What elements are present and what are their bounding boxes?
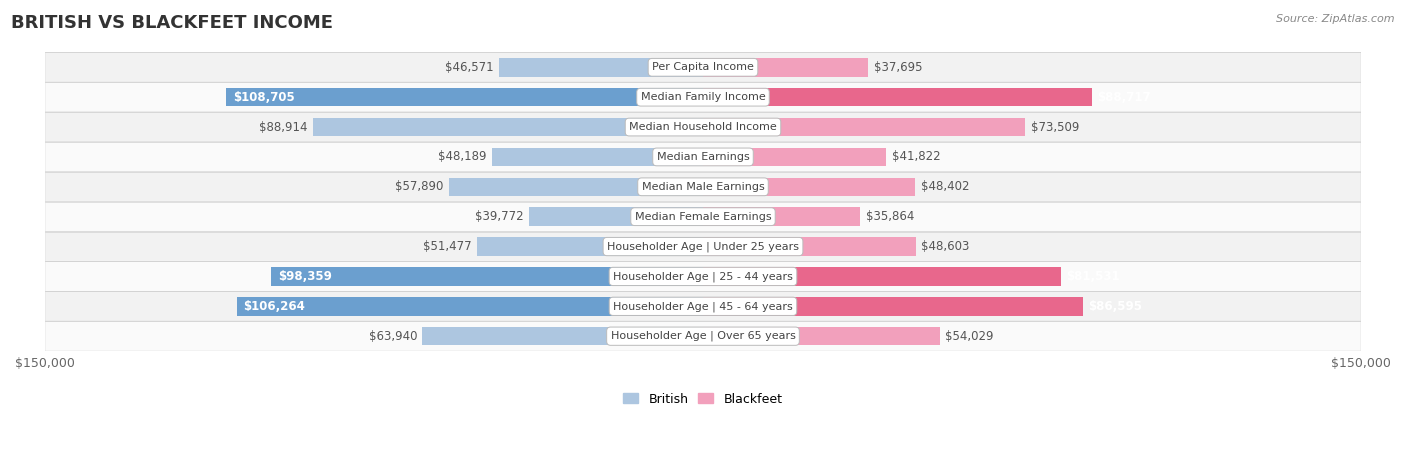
Text: $35,864: $35,864 — [866, 210, 914, 223]
Text: $57,890: $57,890 — [395, 180, 444, 193]
Text: $108,705: $108,705 — [232, 91, 294, 104]
Text: $51,477: $51,477 — [423, 240, 472, 253]
Bar — [226, 88, 703, 106]
Text: $48,603: $48,603 — [921, 240, 970, 253]
Text: $86,595: $86,595 — [1088, 300, 1142, 313]
Bar — [703, 207, 860, 226]
Bar — [703, 177, 915, 196]
Text: $98,359: $98,359 — [278, 270, 332, 283]
Text: $37,695: $37,695 — [873, 61, 922, 74]
Text: Householder Age | 25 - 44 years: Householder Age | 25 - 44 years — [613, 271, 793, 282]
Text: $41,822: $41,822 — [891, 150, 941, 163]
Text: $48,189: $48,189 — [437, 150, 486, 163]
Bar — [703, 237, 917, 256]
FancyBboxPatch shape — [45, 262, 1361, 291]
Text: Median Family Income: Median Family Income — [641, 92, 765, 102]
Bar — [236, 297, 703, 316]
Bar — [499, 58, 703, 77]
Text: Householder Age | 45 - 64 years: Householder Age | 45 - 64 years — [613, 301, 793, 311]
Bar — [703, 88, 1092, 106]
Text: BRITISH VS BLACKFEET INCOME: BRITISH VS BLACKFEET INCOME — [11, 14, 333, 32]
Bar — [703, 118, 1025, 136]
Text: $48,402: $48,402 — [921, 180, 969, 193]
Text: $73,509: $73,509 — [1031, 120, 1080, 134]
FancyBboxPatch shape — [45, 291, 1361, 321]
Text: $46,571: $46,571 — [444, 61, 494, 74]
Text: Per Capita Income: Per Capita Income — [652, 62, 754, 72]
Bar — [703, 148, 886, 166]
Bar — [422, 327, 703, 346]
Bar — [529, 207, 703, 226]
Bar — [492, 148, 703, 166]
Bar — [703, 297, 1083, 316]
Bar — [477, 237, 703, 256]
Text: $39,772: $39,772 — [475, 210, 523, 223]
Text: $106,264: $106,264 — [243, 300, 305, 313]
Text: Source: ZipAtlas.com: Source: ZipAtlas.com — [1277, 14, 1395, 24]
Text: Median Earnings: Median Earnings — [657, 152, 749, 162]
FancyBboxPatch shape — [45, 112, 1361, 142]
Text: $54,029: $54,029 — [945, 330, 994, 343]
FancyBboxPatch shape — [45, 142, 1361, 172]
Bar — [703, 58, 869, 77]
Text: $88,914: $88,914 — [259, 120, 308, 134]
FancyBboxPatch shape — [45, 232, 1361, 262]
Text: $88,717: $88,717 — [1098, 91, 1152, 104]
Text: $81,531: $81,531 — [1066, 270, 1119, 283]
Legend: British, Blackfeet: British, Blackfeet — [619, 388, 787, 410]
Bar — [703, 267, 1060, 286]
Text: Median Female Earnings: Median Female Earnings — [634, 212, 772, 222]
Text: Median Household Income: Median Household Income — [628, 122, 778, 132]
Bar — [449, 177, 703, 196]
Text: Householder Age | Over 65 years: Householder Age | Over 65 years — [610, 331, 796, 341]
FancyBboxPatch shape — [45, 52, 1361, 82]
FancyBboxPatch shape — [45, 321, 1361, 351]
Bar — [703, 327, 941, 346]
FancyBboxPatch shape — [45, 202, 1361, 232]
Text: $63,940: $63,940 — [368, 330, 418, 343]
Text: Median Male Earnings: Median Male Earnings — [641, 182, 765, 192]
Bar — [271, 267, 703, 286]
Bar — [314, 118, 703, 136]
FancyBboxPatch shape — [45, 82, 1361, 112]
Text: Householder Age | Under 25 years: Householder Age | Under 25 years — [607, 241, 799, 252]
FancyBboxPatch shape — [45, 172, 1361, 202]
